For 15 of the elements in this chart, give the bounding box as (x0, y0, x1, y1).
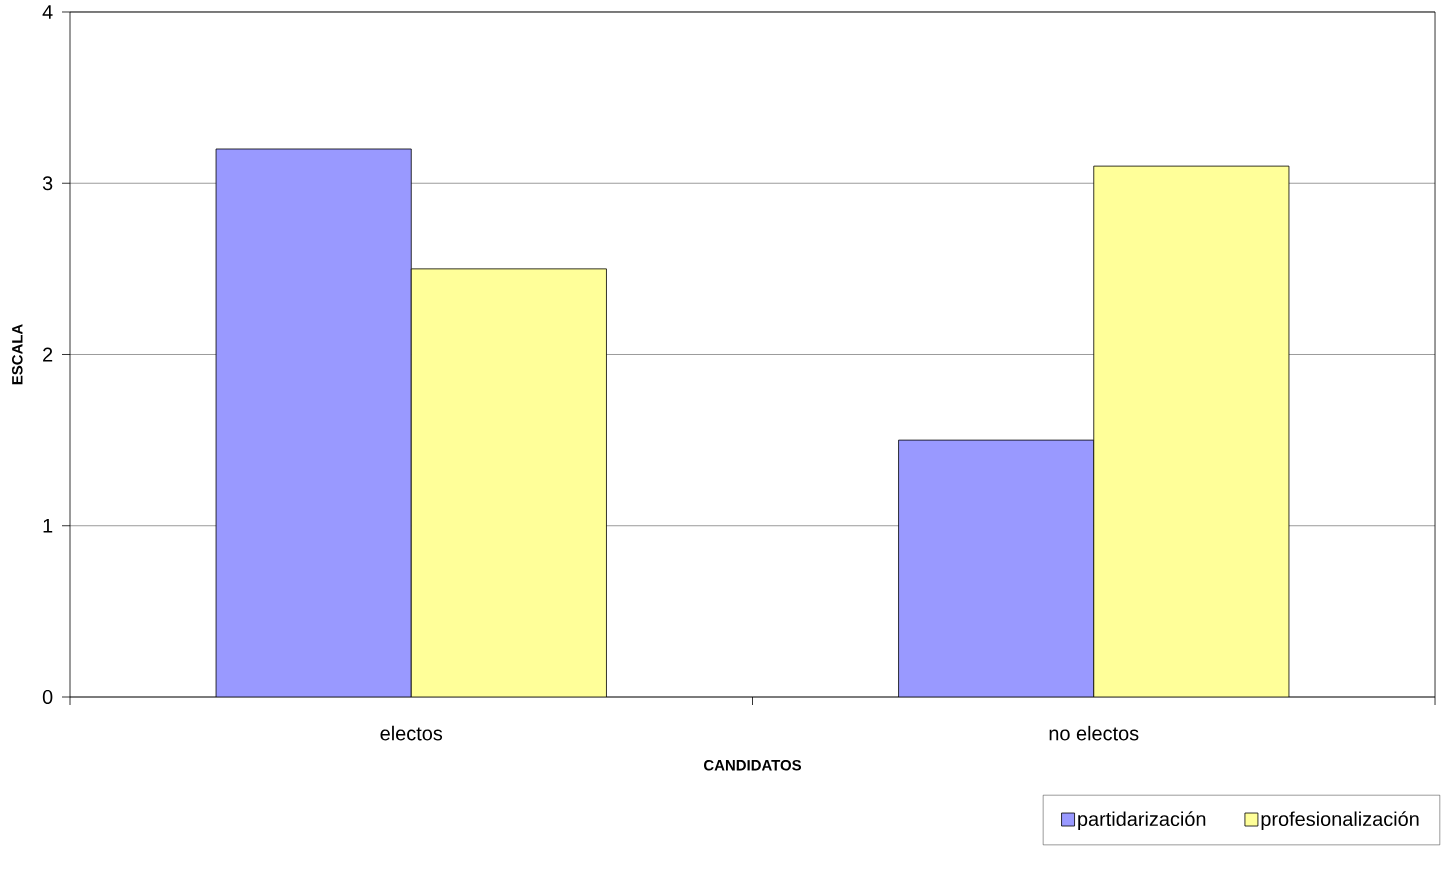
x-tick-label: electos (380, 725, 443, 741)
y-tick-label: 3 (42, 176, 53, 191)
bar (215, 148, 412, 697)
y-tick-label: 4 (42, 5, 53, 19)
x-axis-title: CANDIDATOS (703, 759, 802, 771)
bar (898, 439, 1095, 697)
bar (1093, 165, 1290, 697)
legend-label: partidarización (1078, 811, 1206, 830)
x-tick-label: no electos (1049, 725, 1139, 741)
y-axis-title: ESCALA (12, 324, 23, 385)
legend-label: profesionalización (1261, 811, 1419, 830)
y-tick-label: 1 (43, 518, 53, 533)
y-tick-label: 2 (43, 347, 53, 362)
y-tick-label: 0 (42, 689, 53, 705)
bar (410, 268, 607, 697)
